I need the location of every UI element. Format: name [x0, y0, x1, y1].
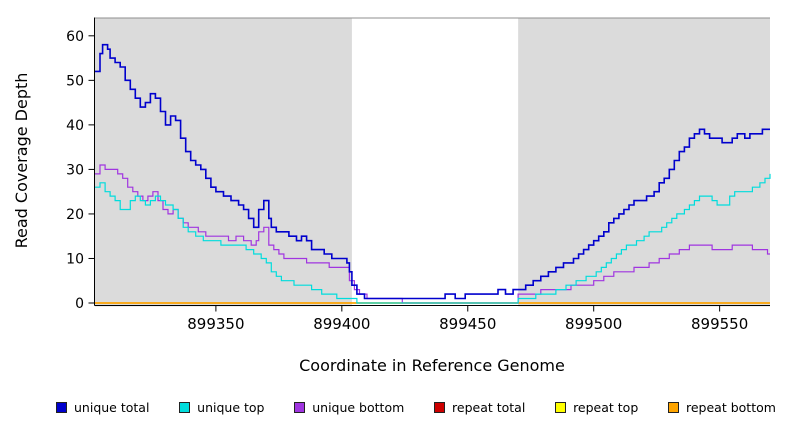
series-unique-total-line — [95, 43, 770, 300]
legend-swatch-repeat-total — [434, 401, 446, 413]
legend-item: unique total — [56, 400, 149, 415]
legend-label: unique bottom — [312, 399, 405, 415]
x-tick-label: 899500 — [565, 315, 622, 333]
legend-swatch-repeat-bottom — [668, 401, 679, 413]
y-tick-label: 30 — [66, 162, 84, 178]
shaded-region — [95, 18, 352, 307]
legend-swatch-unique-total — [56, 401, 67, 413]
x-tick-label: 899350 — [187, 315, 244, 333]
legend-label: repeat bottom — [686, 399, 776, 415]
x-axis-title: Coordinate in Reference Genome — [299, 356, 565, 375]
x-tick-label: 899400 — [313, 315, 370, 333]
shaded-region — [518, 18, 770, 307]
series-unique-bottom-line — [95, 164, 770, 304]
y-axis-title: Read Coverage Depth — [12, 73, 31, 249]
y-tick-label: 10 — [66, 251, 84, 267]
legend-label: repeat total — [452, 399, 526, 415]
legend-item: repeat bottom — [668, 400, 776, 415]
legend-item: unique bottom — [294, 400, 404, 415]
legend-label: unique top — [197, 399, 265, 415]
y-tick-label: 40 — [66, 118, 84, 134]
legend-item: repeat total — [434, 400, 525, 415]
legend-swatch-unique-bottom — [294, 401, 306, 413]
series-unique-top-line — [95, 173, 771, 304]
y-tick-label: 0 — [75, 296, 84, 312]
x-tick-label: 899550 — [691, 315, 748, 333]
y-tick-label: 50 — [66, 73, 84, 89]
legend: unique total unique top unique bottom re… — [0, 386, 792, 432]
legend-item: repeat top — [555, 400, 638, 415]
x-tick-label: 899450 — [439, 315, 496, 333]
legend-label: unique total — [74, 399, 150, 415]
legend-swatch-unique-top — [179, 401, 191, 413]
coverage-plot: 899350 899400 899450 899500 899550 0 10 20 30 40 5… — [12, 17, 771, 375]
y-tick-label: 20 — [66, 207, 84, 223]
legend-label: repeat top — [573, 399, 639, 415]
y-tick-label: 60 — [66, 29, 84, 45]
legend-item: unique top — [179, 400, 264, 415]
legend-swatch-repeat-top — [555, 401, 567, 413]
